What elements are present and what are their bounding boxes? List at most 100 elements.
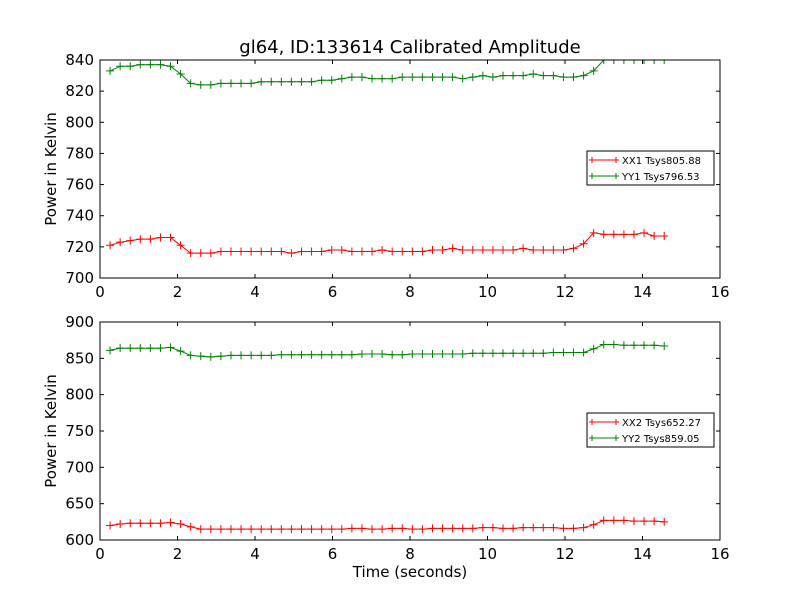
data-point-marker — [619, 516, 628, 525]
data-point-marker — [589, 228, 598, 237]
data-point-marker — [428, 245, 437, 254]
data-point-marker — [247, 351, 256, 360]
data-point-marker — [226, 351, 235, 360]
data-point-marker — [438, 349, 447, 358]
x-tick-label: 16 — [710, 283, 729, 301]
data-point-marker — [378, 245, 387, 254]
data-point-marker — [106, 66, 115, 75]
data-point-marker — [257, 77, 266, 86]
x-tick-label: 10 — [478, 545, 497, 563]
data-point-marker — [660, 60, 669, 64]
data-point-marker — [539, 245, 548, 254]
x-tick-label: 6 — [328, 545, 338, 563]
y-tick-label: 750 — [65, 422, 94, 440]
data-point-marker — [136, 60, 145, 69]
legend-box — [586, 412, 715, 448]
data-point-marker — [327, 245, 336, 254]
data-point-marker — [237, 79, 246, 88]
data-point-marker — [196, 249, 205, 258]
data-point-marker — [378, 349, 387, 358]
x-tick-label: 14 — [633, 283, 652, 301]
data-point-marker — [418, 73, 427, 82]
data-point-marker — [186, 522, 195, 531]
legend-label: YY1 Tsys796.53 — [621, 172, 700, 183]
data-point-marker — [458, 245, 467, 254]
data-point-marker — [226, 525, 235, 534]
data-point-marker — [529, 349, 538, 358]
data-point-marker — [287, 249, 296, 258]
data-point-marker — [509, 524, 518, 533]
data-point-marker — [116, 520, 125, 529]
data-point-marker — [337, 350, 346, 359]
data-point-marker — [216, 352, 225, 361]
data-point-marker — [478, 349, 487, 358]
data-point-marker — [176, 347, 185, 356]
data-point-marker — [196, 80, 205, 89]
data-point-marker — [398, 247, 407, 256]
data-point-marker — [277, 247, 286, 256]
data-point-marker — [569, 244, 578, 253]
data-point-marker — [116, 238, 125, 247]
data-point-marker — [640, 228, 649, 237]
x-tick-label: 6 — [328, 283, 338, 301]
data-point-marker — [509, 71, 518, 80]
data-point-marker — [629, 517, 638, 526]
data-point-marker — [267, 77, 276, 86]
data-point-marker — [368, 247, 377, 256]
data-point-marker — [166, 518, 175, 527]
data-point-marker — [438, 524, 447, 533]
data-point-marker — [488, 73, 497, 82]
data-point-marker — [317, 525, 326, 534]
data-point-marker — [488, 349, 497, 358]
data-point-marker — [398, 73, 407, 82]
data-point-marker — [599, 60, 608, 64]
data-point-marker — [337, 74, 346, 83]
data-point-marker — [116, 344, 125, 353]
legend: XX2 Tsys652.27 YY2 Tsys859.05 — [586, 412, 715, 448]
data-point-marker — [257, 525, 266, 534]
x-tick-label: 12 — [555, 545, 574, 563]
data-point-marker — [357, 524, 366, 533]
data-point-marker — [297, 77, 306, 86]
data-point-marker — [257, 247, 266, 256]
y-tick-label: 840 — [65, 51, 94, 69]
data-point-marker — [609, 60, 618, 64]
data-point-marker — [650, 60, 659, 64]
data-point-marker — [317, 247, 326, 256]
data-point-marker — [388, 74, 397, 83]
data-point-marker — [267, 247, 276, 256]
data-point-marker — [458, 349, 467, 358]
data-point-marker — [499, 71, 507, 80]
data-point-marker — [448, 524, 457, 533]
data-point-marker — [307, 77, 316, 86]
data-point-marker — [478, 245, 487, 254]
data-point-marker — [297, 247, 306, 256]
data-point-marker — [650, 517, 659, 526]
data-point-marker — [327, 350, 336, 359]
data-point-marker — [428, 524, 437, 533]
data-point-marker — [337, 245, 346, 254]
data-point-marker — [357, 73, 366, 82]
data-point-marker — [287, 350, 296, 359]
data-point-marker — [368, 74, 377, 83]
data-point-marker — [408, 247, 417, 256]
y-tick-label: 700 — [65, 458, 94, 476]
data-point-marker — [438, 73, 447, 82]
y-axis-label: Power in Kelvin — [42, 374, 60, 488]
x-tick-label: 8 — [405, 545, 415, 563]
data-point-marker — [448, 244, 457, 253]
data-point-marker — [529, 523, 538, 532]
data-point-marker — [499, 245, 507, 254]
data-point-marker — [398, 524, 407, 533]
data-point-marker — [206, 525, 215, 534]
data-point-marker — [619, 341, 628, 350]
y-tick-label: 780 — [65, 144, 94, 162]
data-point-marker — [549, 348, 558, 357]
legend-box — [586, 150, 715, 186]
x-tick-label: 0 — [95, 545, 105, 563]
data-point-marker — [368, 525, 377, 534]
data-point-marker — [156, 60, 165, 69]
data-point-marker — [388, 524, 397, 533]
data-point-marker — [428, 349, 437, 358]
